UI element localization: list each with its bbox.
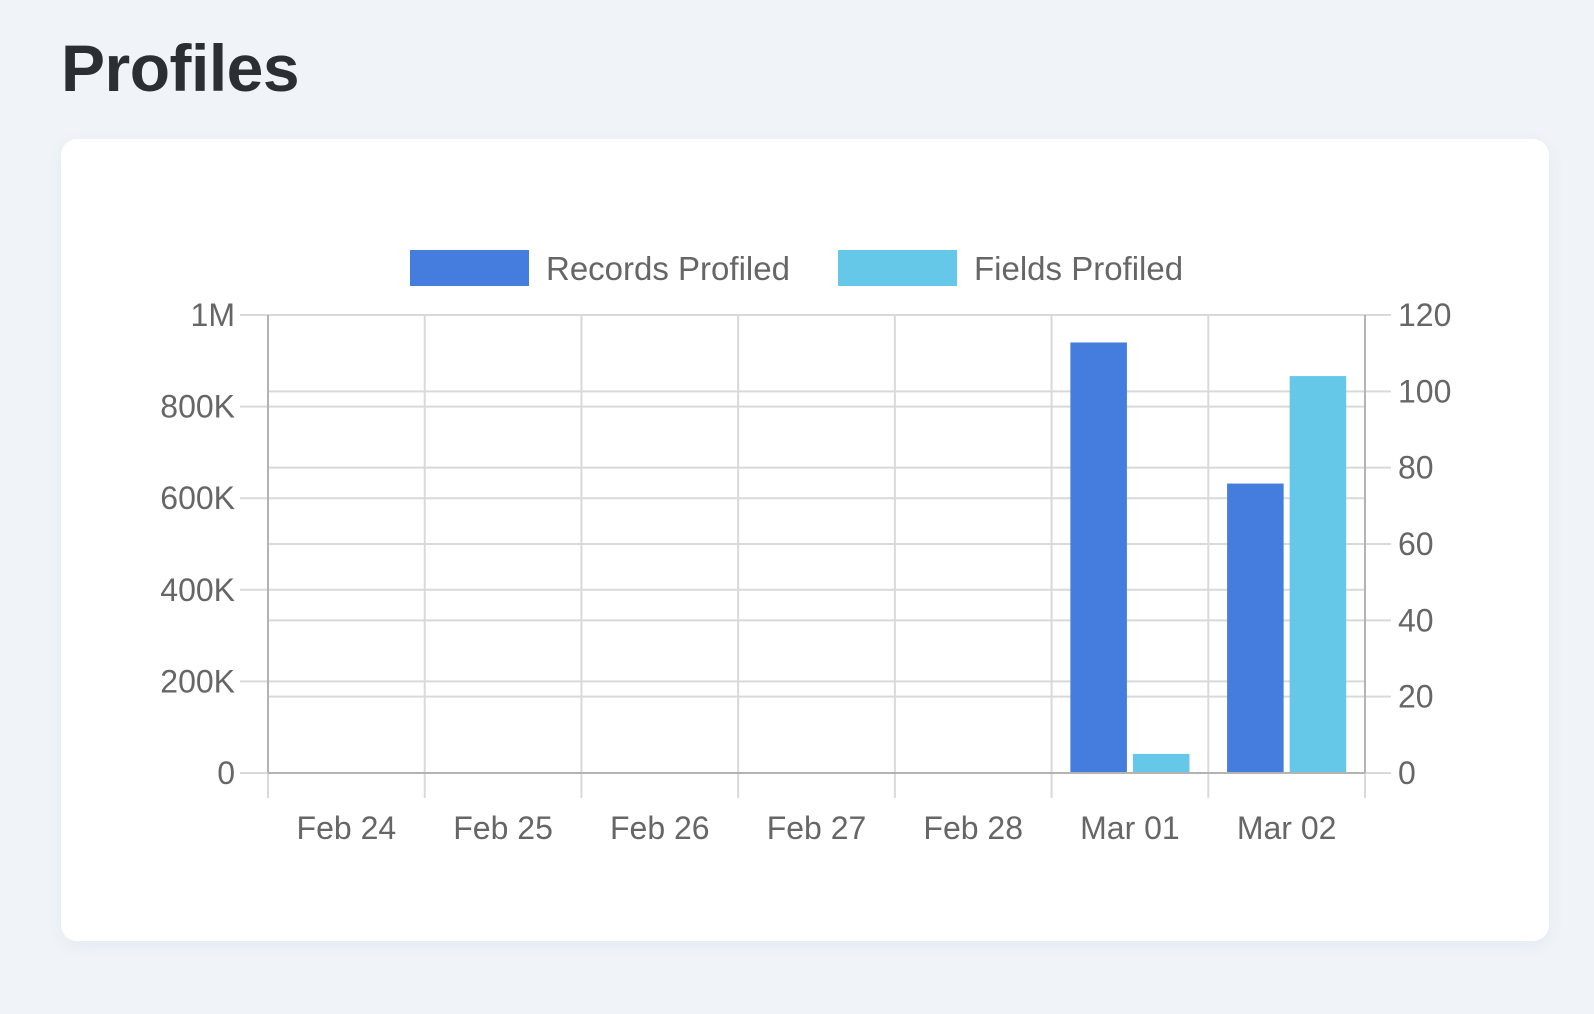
x-gridlines — [267, 315, 1366, 798]
legend-item-fields[interactable]: Fields Profiled — [838, 250, 1183, 287]
legend-swatch-fields — [838, 250, 957, 286]
right-y-tick-label: 40 — [1398, 602, 1434, 638]
right-y-tick-label: 100 — [1398, 373, 1451, 409]
chart-card: Records Profiled Fields Profiled 0 200K 40… — [61, 139, 1549, 941]
page-title: Profiles — [61, 31, 300, 105]
right-y-tick-label: 20 — [1398, 679, 1434, 715]
bar-fields-profiled[interactable] — [1289, 376, 1347, 773]
x-tick-label: Feb 28 — [923, 810, 1023, 846]
bar-records-profiled[interactable] — [1227, 483, 1284, 773]
right-y-tick-label: 0 — [1398, 755, 1416, 791]
x-tick-label: Feb 25 — [453, 810, 553, 846]
legend[interactable]: Records Profiled Fields Profiled — [410, 250, 1183, 287]
right-y-tick-label: 60 — [1398, 526, 1434, 562]
legend-swatch-records — [410, 250, 529, 286]
right-y-tick-label: 120 — [1398, 297, 1451, 333]
bar-fields-profiled[interactable] — [1132, 753, 1190, 773]
bar-records-profiled[interactable] — [1070, 342, 1127, 773]
right-y-tick-labels: 0 20 40 60 80 100 120 — [1398, 297, 1451, 791]
left-y-tick-label: 1M — [191, 297, 235, 333]
right-y-tick-label: 80 — [1398, 450, 1434, 486]
profiles-chart: Records Profiled Fields Profiled 0 200K 40… — [160, 250, 1451, 846]
legend-item-records[interactable]: Records Profiled — [410, 250, 790, 287]
left-y-tick-label: 400K — [160, 572, 235, 608]
bars — [1070, 342, 1347, 773]
x-tick-label: Mar 02 — [1237, 810, 1337, 846]
left-y-tick-label: 0 — [217, 755, 235, 791]
left-y-tick-label: 200K — [160, 663, 235, 699]
left-y-tick-label: 800K — [160, 389, 235, 425]
axes — [267, 315, 1366, 774]
right-gridlines — [268, 314, 1391, 774]
legend-label-records: Records Profiled — [546, 250, 790, 287]
x-tick-label: Feb 26 — [610, 810, 710, 846]
legend-label-fields: Fields Profiled — [974, 250, 1183, 287]
left-y-tick-labels: 0 200K 400K 600K 800K 1M — [160, 297, 235, 791]
x-tick-label: Mar 01 — [1080, 810, 1180, 846]
x-tick-labels: Feb 24 Feb 25 Feb 26 Feb 27 Feb 28 Mar 01 Mar … — [297, 810, 1337, 846]
left-y-tick-label: 600K — [160, 480, 235, 516]
x-tick-label: Feb 24 — [297, 810, 397, 846]
x-tick-label: Feb 27 — [767, 810, 867, 846]
